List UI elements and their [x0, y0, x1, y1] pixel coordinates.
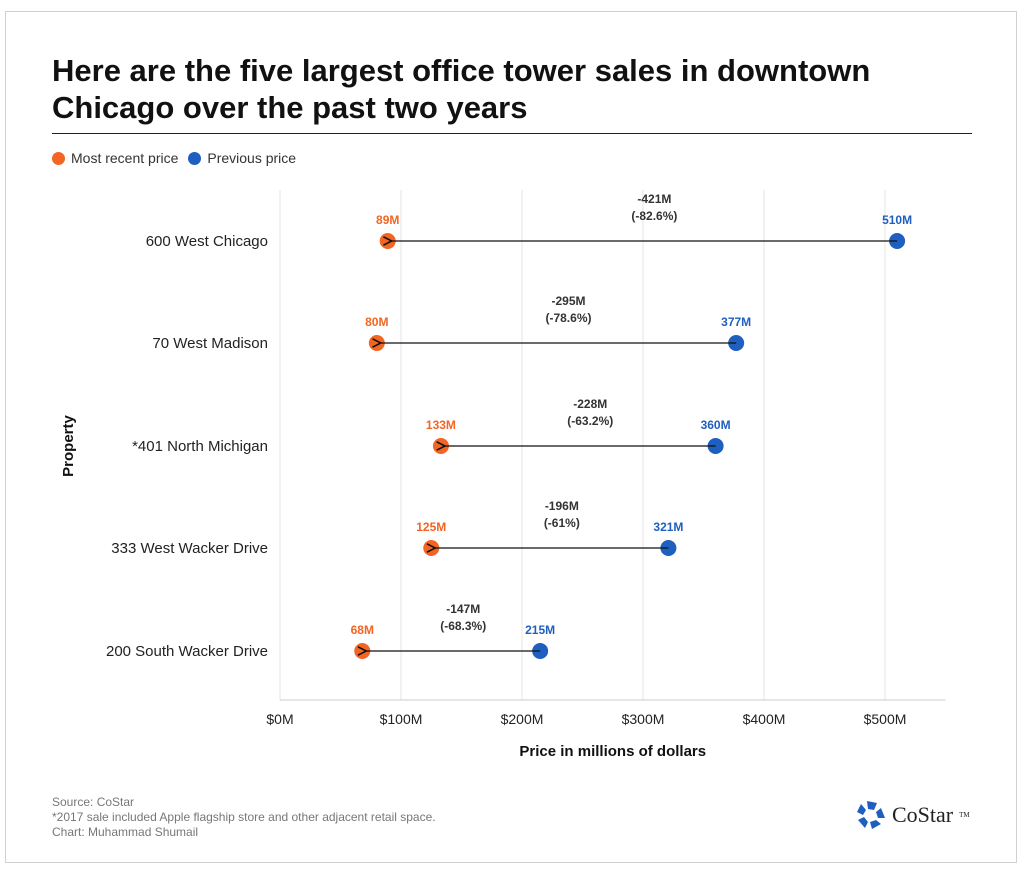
recent-price-label: 125M [416, 520, 446, 534]
legend: Most recent price Previous price [52, 150, 296, 166]
chart-frame [5, 11, 1017, 863]
x-tick-label: $400M [743, 711, 786, 727]
previous-price-label: 360M [701, 418, 731, 432]
category-label: 200 South Wacker Drive [106, 643, 268, 660]
x-tick-label: $0M [266, 711, 293, 727]
x-tick-label: $100M [380, 711, 423, 727]
change-amount-label: -196M [545, 499, 579, 513]
credit: Chart: Muhammad Shumail [52, 825, 199, 839]
previous-price-label: 377M [721, 315, 751, 329]
category-label: 333 West Wacker Drive [111, 540, 268, 557]
logo-text: CoStar [892, 802, 954, 827]
footer: Source: CoStar *2017 sale included Apple… [52, 795, 436, 840]
previous-price-label: 215M [525, 623, 555, 637]
recent-price-label: 89M [376, 213, 399, 227]
source-note: Source: CoStar [52, 795, 135, 809]
change-amount-label: -421M [637, 192, 671, 206]
change-percent-label: (-68.3%) [440, 619, 486, 633]
previous-price-label: 510M [882, 213, 912, 227]
category-label: *401 North Michigan [132, 438, 268, 455]
change-percent-label: (-61%) [544, 516, 580, 530]
change-amount-label: -228M [573, 397, 607, 411]
category-label: 70 West Madison [152, 335, 268, 352]
previous-price-label: 321M [653, 520, 683, 534]
legend-label-recent: Most recent price [71, 150, 179, 166]
category-label: 600 West Chicago [146, 233, 268, 250]
recent-price-label: 133M [426, 418, 456, 432]
footnote: *2017 sale included Apple flagship store… [52, 810, 436, 824]
legend-swatch-recent [52, 151, 65, 165]
change-amount-label: -147M [446, 602, 480, 616]
legend-label-previous: Previous price [207, 150, 297, 166]
change-percent-label: (-63.2%) [567, 414, 613, 428]
title-divider [52, 133, 972, 134]
logo-tm: TM [959, 811, 970, 819]
legend-swatch-previous [188, 151, 202, 165]
recent-price-label: 68M [351, 623, 374, 637]
costar-star-icon [857, 801, 885, 829]
change-percent-label: (-78.6%) [545, 311, 591, 325]
costar-logo: CoStar TM [856, 800, 970, 830]
x-tick-label: $500M [864, 711, 907, 727]
recent-price-label: 80M [365, 315, 388, 329]
x-tick-label: $200M [501, 711, 544, 727]
change-amount-label: -295M [551, 294, 585, 308]
x-axis-title: Price in millions of dollars [519, 743, 706, 760]
x-tick-label: $300M [622, 711, 665, 727]
chart-title: Here are the five largest office tower s… [52, 53, 871, 125]
y-axis-title: Property [60, 415, 77, 477]
change-percent-label: (-82.6%) [631, 209, 677, 223]
